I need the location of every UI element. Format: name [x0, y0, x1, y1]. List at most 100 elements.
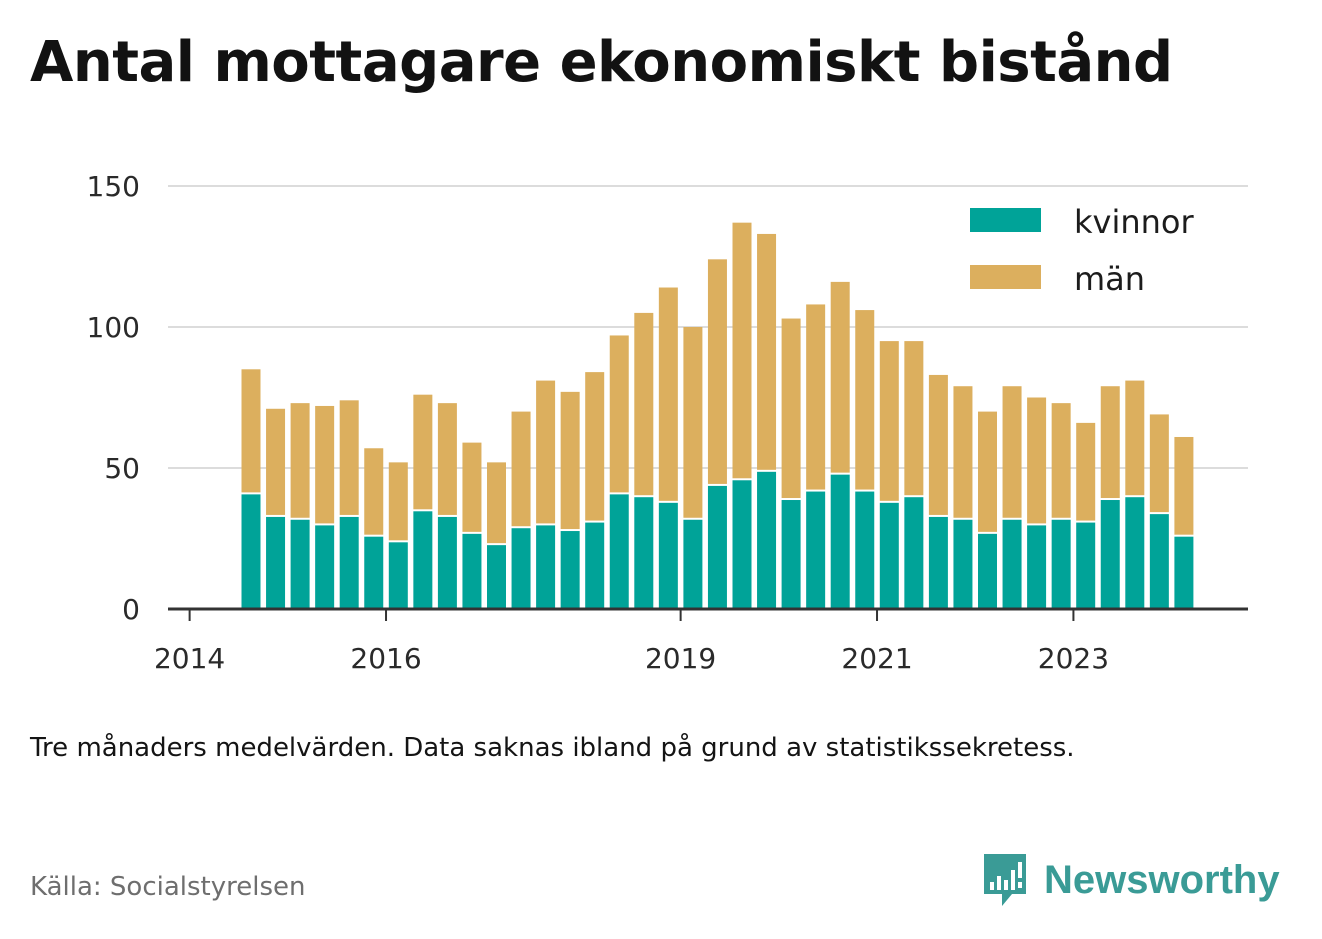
bar-kvinnor-13 [560, 531, 580, 609]
bar-kvinnor-33 [1051, 519, 1071, 609]
bar-man-18 [683, 327, 703, 518]
bar-man-25 [855, 310, 875, 490]
newsworthy-logo-icon [984, 854, 1026, 906]
bar-man-37 [1149, 414, 1169, 513]
bar-man-4 [339, 400, 359, 515]
bar-kvinnor-34 [1076, 522, 1096, 609]
bar-kvinnor-23 [806, 491, 826, 609]
bar-man-1 [266, 408, 286, 515]
bar-man-10 [487, 462, 506, 544]
bar-man-13 [560, 391, 580, 530]
bar-kvinnor-31 [1002, 519, 1022, 609]
bar-kvinnor-12 [536, 525, 556, 609]
bar-man-36 [1125, 380, 1145, 496]
bar-man-2 [290, 403, 310, 518]
bar-man-29 [953, 386, 973, 518]
x-tick-label-2023: 2023 [1038, 642, 1109, 675]
bar-man-19 [707, 259, 727, 484]
bar-kvinnor-20 [732, 480, 752, 609]
bar-kvinnor-14 [585, 522, 605, 609]
brand-name: Newsworthy [1044, 857, 1280, 902]
bar-kvinnor-30 [978, 533, 997, 609]
bar-man-26 [879, 341, 899, 501]
bar-man-20 [732, 222, 752, 479]
bar-man-16 [634, 312, 654, 496]
bar-kvinnor-25 [855, 491, 875, 609]
y-tick-label-0: 0 [122, 593, 140, 626]
bar-man-0 [241, 369, 261, 493]
bar-kvinnor-15 [609, 494, 629, 609]
bars [241, 222, 1194, 609]
bar-kvinnor-28 [928, 516, 948, 609]
bar-man-35 [1100, 386, 1120, 499]
bar-kvinnor-26 [879, 502, 899, 609]
bar-kvinnor-5 [364, 536, 384, 609]
bar-kvinnor-8 [437, 516, 457, 609]
y-axis-ticks: 0 50 100 150 [87, 170, 140, 626]
x-tick-label-2014: 2014 [154, 642, 225, 675]
brand[interactable]: Newsworthy [980, 850, 1280, 910]
bar-man-30 [978, 411, 997, 532]
bar-man-32 [1027, 397, 1047, 524]
bar-kvinnor-38 [1174, 536, 1194, 609]
bar-man-22 [781, 318, 801, 499]
y-tick-label-100: 100 [87, 311, 140, 344]
chart-title: Antal mottagare ekonomiskt bistånd [30, 30, 1173, 95]
bar-kvinnor-27 [904, 497, 924, 609]
y-tick-label-50: 50 [104, 452, 140, 485]
bar-man-33 [1051, 403, 1071, 518]
bar-kvinnor-7 [413, 511, 433, 609]
y-tick-label-150: 150 [87, 170, 140, 203]
legend-label-0: kvinnor [1074, 203, 1195, 241]
bar-kvinnor-19 [707, 485, 727, 609]
bar-kvinnor-3 [315, 525, 335, 609]
bar-kvinnor-37 [1149, 514, 1169, 609]
bar-man-7 [413, 394, 433, 510]
bar-man-23 [806, 304, 826, 490]
bar-man-15 [609, 335, 629, 493]
bar-kvinnor-17 [658, 502, 678, 609]
bar-kvinnor-11 [511, 528, 531, 609]
bar-man-24 [830, 281, 850, 473]
bar-man-38 [1174, 436, 1194, 535]
source-credit: Källa: Socialstyrelsen [30, 872, 306, 902]
bar-kvinnor-22 [781, 500, 801, 609]
bar-man-31 [1002, 386, 1022, 518]
chart-note: Tre månaders medelvärden. Data saknas ib… [30, 733, 1075, 763]
bar-kvinnor-35 [1100, 500, 1120, 609]
legend-label-1: män [1074, 260, 1145, 298]
bar-kvinnor-18 [683, 519, 703, 609]
bar-man-5 [364, 448, 384, 535]
bar-kvinnor-10 [487, 545, 506, 609]
legend: kvinnor män [970, 203, 1195, 298]
bar-kvinnor-16 [634, 497, 654, 609]
bar-man-8 [437, 403, 457, 515]
bar-kvinnor-36 [1125, 497, 1145, 609]
legend-swatch-0 [970, 208, 1041, 232]
x-axis-ticks: 2014 2016 2019 2021 2023 [154, 609, 1109, 675]
legend-swatch-1 [970, 265, 1041, 289]
x-tick-label-2019: 2019 [645, 642, 716, 675]
bar-man-9 [462, 442, 482, 532]
bar-man-17 [658, 287, 678, 501]
bar-kvinnor-24 [830, 474, 850, 609]
stacked-bar-chart: 0 50 100 150 2014 2016 2019 2021 2023 kvinnor mä… [87, 170, 1248, 675]
bar-man-27 [904, 341, 924, 496]
bar-man-14 [585, 372, 605, 521]
x-tick-label-2016: 2016 [350, 642, 421, 675]
bar-man-12 [536, 380, 556, 524]
bar-man-3 [315, 405, 335, 524]
bar-man-6 [388, 462, 408, 541]
bar-kvinnor-1 [266, 516, 286, 609]
bar-kvinnor-29 [953, 519, 973, 609]
bar-kvinnor-2 [290, 519, 310, 609]
bar-man-34 [1076, 422, 1096, 521]
bar-kvinnor-32 [1027, 525, 1047, 609]
bar-man-11 [511, 411, 531, 527]
bar-kvinnor-0 [241, 494, 261, 609]
x-tick-label-2021: 2021 [841, 642, 912, 675]
bar-kvinnor-6 [388, 542, 408, 609]
bar-man-21 [757, 233, 777, 470]
bar-kvinnor-21 [757, 471, 777, 609]
bar-man-28 [928, 374, 948, 515]
